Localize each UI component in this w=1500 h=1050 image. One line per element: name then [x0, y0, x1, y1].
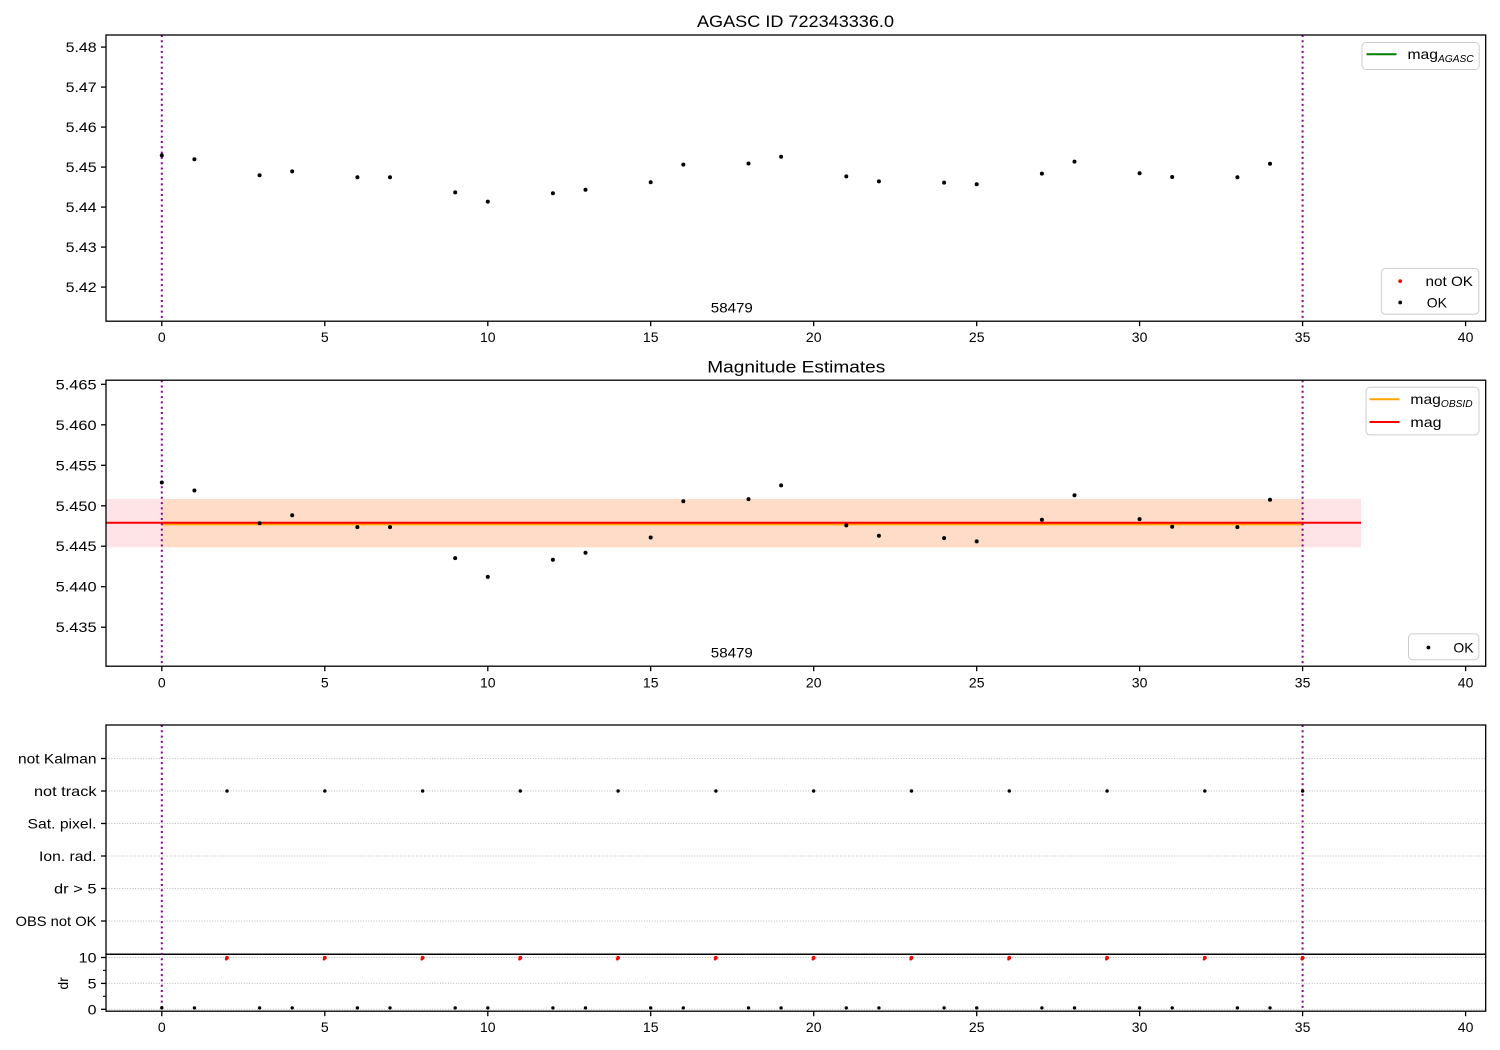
svg-text:not Kalman: not Kalman: [18, 751, 97, 767]
svg-text:not track: not track: [34, 783, 98, 799]
svg-text:40: 40: [1458, 1019, 1474, 1035]
svg-text:5.450: 5.450: [56, 498, 97, 514]
svg-text:0: 0: [158, 1019, 166, 1035]
svg-text:5: 5: [88, 975, 97, 991]
svg-text:58479: 58479: [711, 645, 753, 661]
svg-text:58479: 58479: [711, 300, 753, 316]
svg-text:0: 0: [158, 674, 166, 690]
svg-text:5: 5: [321, 674, 329, 690]
svg-text:25: 25: [969, 329, 985, 345]
svg-text:5.445: 5.445: [56, 538, 97, 554]
svg-text:5.44: 5.44: [66, 199, 97, 215]
svg-text:not OK: not OK: [1426, 273, 1474, 289]
svg-text:magAGASC: magAGASC: [1408, 46, 1475, 65]
svg-text:AGASC ID 722343336.0: AGASC ID 722343336.0: [697, 12, 894, 31]
svg-text:10: 10: [480, 674, 496, 690]
svg-text:5.440: 5.440: [56, 579, 97, 595]
svg-text:25: 25: [969, 674, 985, 690]
svg-text:20: 20: [806, 329, 822, 345]
svg-text:40: 40: [1458, 329, 1474, 345]
svg-text:5.460: 5.460: [56, 417, 97, 433]
svg-text:OK: OK: [1427, 294, 1448, 310]
svg-text:25: 25: [969, 1019, 985, 1035]
svg-text:30: 30: [1132, 329, 1148, 345]
svg-text:5: 5: [321, 329, 329, 345]
svg-text:5.455: 5.455: [56, 457, 97, 473]
svg-text:5.465: 5.465: [56, 376, 97, 392]
svg-text:15: 15: [643, 674, 659, 690]
svg-text:mag: mag: [1410, 414, 1441, 430]
svg-text:40: 40: [1458, 674, 1474, 690]
svg-text:dr: dr: [55, 977, 71, 990]
svg-text:15: 15: [643, 1019, 659, 1035]
svg-text:0: 0: [158, 329, 166, 345]
svg-text:OBS not OK: OBS not OK: [16, 913, 98, 929]
svg-text:10: 10: [480, 1019, 496, 1035]
svg-text:5.43: 5.43: [66, 239, 97, 255]
svg-text:35: 35: [1295, 1019, 1311, 1035]
svg-text:0: 0: [88, 1001, 97, 1017]
svg-text:30: 30: [1132, 674, 1148, 690]
svg-text:dr > 5: dr > 5: [54, 881, 97, 897]
svg-text:5.435: 5.435: [56, 619, 97, 635]
svg-text:35: 35: [1295, 674, 1311, 690]
svg-text:35: 35: [1295, 329, 1311, 345]
svg-text:10: 10: [480, 329, 496, 345]
svg-text:Ion. rad.: Ion. rad.: [39, 848, 97, 864]
svg-text:OK: OK: [1453, 639, 1474, 655]
svg-text:5: 5: [321, 1019, 329, 1035]
svg-text:20: 20: [806, 674, 822, 690]
svg-text:5.47: 5.47: [66, 79, 97, 95]
svg-text:15: 15: [643, 329, 659, 345]
svg-text:5.42: 5.42: [66, 279, 97, 295]
svg-text:magOBSID: magOBSID: [1410, 391, 1473, 410]
svg-text:5.46: 5.46: [66, 119, 97, 135]
svg-text:Sat. pixel.: Sat. pixel.: [28, 816, 97, 832]
svg-text:5.45: 5.45: [66, 159, 97, 175]
svg-text:Magnitude Estimates: Magnitude Estimates: [707, 357, 885, 376]
svg-text:30: 30: [1132, 1019, 1148, 1035]
svg-text:20: 20: [806, 1019, 822, 1035]
svg-text:5.48: 5.48: [66, 39, 97, 55]
svg-text:10: 10: [79, 950, 97, 966]
